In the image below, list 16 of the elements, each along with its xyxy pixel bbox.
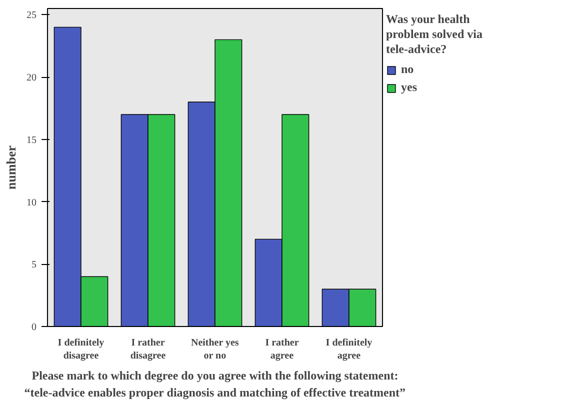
y-tick-label: 20	[26, 72, 36, 84]
legend-label: no	[401, 62, 415, 77]
x-axis-title: Please mark to which degree do you agree with the following statement: “tele-advice enables proper diagnosis and matching of effective treatment”	[24, 368, 406, 400]
x-tick-label: Neither yes or no	[190, 338, 239, 362]
y-axis-title: number	[4, 145, 18, 190]
y-tick-label: 10	[26, 197, 36, 208]
y-tick-label: 15	[26, 134, 36, 146]
legend-title: Was your health problem solved via tele-advice?	[386, 12, 482, 57]
x-tick-label: I rather disagree	[130, 338, 166, 362]
y-tick-label: 0	[32, 322, 36, 333]
x-tick-label: I rather agree	[265, 338, 300, 362]
legend-label: yes	[401, 80, 418, 95]
y-tick-label: 5	[32, 260, 36, 271]
x-tick-label: I definitely agree	[326, 338, 372, 362]
y-tick-label: 25	[26, 10, 36, 22]
x-tick-label: I definitely disagree	[58, 338, 104, 362]
